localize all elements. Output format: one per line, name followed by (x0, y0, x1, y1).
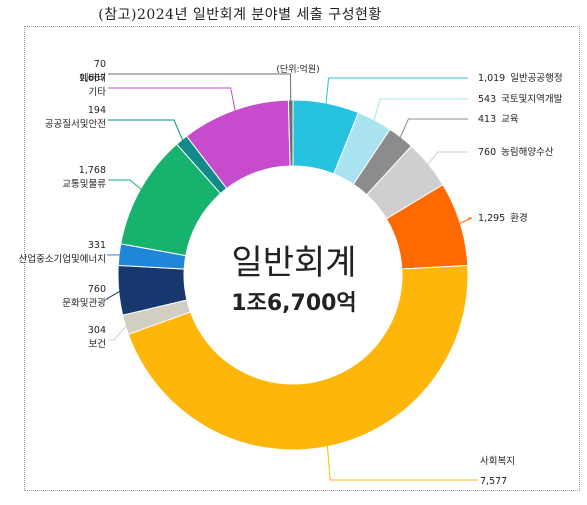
leader-line-공공질서및안전 (108, 119, 184, 143)
leader-line-농림해양수산 (425, 151, 468, 167)
label-일반공공행정: 1,019 일반공공행정 (478, 72, 563, 84)
leader-line-보건 (108, 323, 129, 341)
category-label-환경: 환경 (510, 212, 527, 224)
leader-line-예비비 (108, 73, 292, 104)
category-label-농림해양수산: 농림해양수산 (501, 146, 554, 158)
category-label-교통및물류: 교통및물류 (62, 178, 106, 190)
center-total: 1조6,700억 (231, 291, 356, 316)
chart-frame (24, 26, 580, 491)
value-label-산업중소기업및에너지: 331 (88, 240, 106, 251)
leader-line-문화및관광 (104, 289, 122, 300)
leader-line-환경 (457, 217, 472, 225)
value-label-예비비: 70 (94, 59, 106, 70)
center-title: 일반회계 (231, 243, 356, 283)
label-국토및지역개발: 543 국토및지역개발 (478, 93, 563, 105)
leader-line-기타 (108, 87, 237, 113)
value-label-보건: 304 (88, 325, 106, 336)
leader-line-사회복지 (326, 443, 478, 481)
label-농림해양수산: 760 농림해양수산 (478, 146, 554, 158)
category-label-국토및지역개발: 국토및지역개발 (501, 93, 562, 105)
leader-lines (104, 73, 478, 481)
slice-사회복지 (127, 264, 469, 451)
leader-line-국토및지역개발 (372, 98, 468, 124)
category-label-공공질서및안전: 공공질서및안전 (45, 118, 106, 130)
value-label-기타: 1,667 (79, 73, 106, 84)
slice-labels: 1,019 일반공공행정 543 국토및지역개발 413 교육 760 농림해양수산 1,295… (19, 59, 563, 487)
category-label-산업중소기업및에너지: 산업중소기업및에너지 (19, 253, 106, 265)
slice-예비비 (287, 99, 294, 167)
category-label-기타: 기타 (89, 87, 107, 98)
value-label-국토및지역개발: 543 (478, 94, 496, 105)
value-label-문화및관광: 760 (88, 284, 106, 295)
value-label-교통및물류: 1,768 (79, 165, 106, 176)
value-label-사회복지: 7,577 (480, 476, 507, 487)
leader-line-일반공공행정 (325, 77, 468, 107)
value-label-교육: 413 (478, 114, 496, 125)
unit-note: (단위:억원) (276, 63, 319, 75)
value-label-공공질서및안전: 194 (88, 105, 106, 116)
category-label-문화및관광: 문화및관광 (62, 297, 106, 309)
leader-line-교육 (398, 118, 468, 140)
category-label-일반공공행정: 일반공공행정 (510, 72, 562, 84)
label-환경: 1,295 환경 (478, 212, 528, 224)
label-교육: 413 교육 (478, 114, 519, 125)
value-label-일반공공행정: 1,019 (478, 73, 505, 84)
donut-slices (117, 99, 469, 451)
value-label-환경: 1,295 (478, 213, 505, 224)
category-label-교육: 교육 (501, 114, 519, 125)
category-label-보건: 보건 (89, 339, 106, 350)
category-label-사회복지: 사회복지 (480, 456, 515, 467)
leader-line-교통및물류 (108, 179, 144, 192)
chart-title: (참고)2024년 일반회계 분야별 세출 구성현황 (98, 7, 382, 23)
value-label-농림해양수산: 760 (478, 147, 496, 158)
category-label-예비비: 예비비 (80, 73, 106, 84)
